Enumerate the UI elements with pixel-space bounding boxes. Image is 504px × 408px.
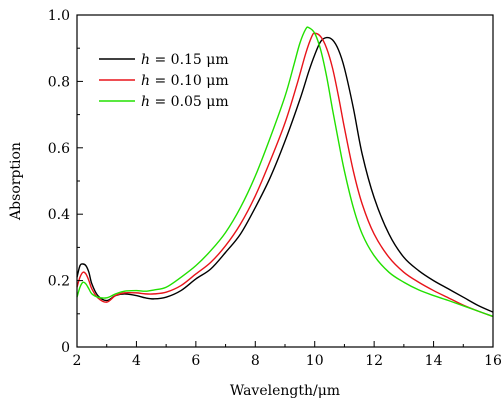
y-tick-label: 0 [61,340,70,356]
x-axis: 2 4 6 8 10 12 14 16 [73,341,502,369]
legend: h = 0.15 μm h = 0.10 μm h = 0.05 μm [99,52,229,110]
x-tick-label: 8 [251,353,260,369]
x-tick-label: 6 [191,353,200,369]
y-axis: 0 0.2 0.4 0.6 0.8 1.0 [48,8,83,356]
y-tick-label: 0.6 [48,141,70,157]
y-tick-label: 0.2 [48,274,70,290]
y-tick-label: 0.4 [48,207,70,223]
x-tick-label: 10 [306,353,324,369]
legend-label-2: h = 0.10 μm [141,73,229,89]
x-axis-title: Wavelength/μm [230,383,340,399]
series-line-2 [76,32,494,318]
series-line-3 [76,26,494,318]
x-tick-label: 12 [365,353,383,369]
plot-frame [76,14,494,348]
plot-series [76,26,494,318]
legend-label-1: h = 0.15 μm [141,52,229,68]
y-tick-label: 1.0 [48,8,70,24]
x-tick-label: 4 [132,353,141,369]
legend-label-3: h = 0.05 μm [141,94,229,110]
x-tick-label: 16 [484,353,502,369]
y-axis-title: Absorption [8,142,24,221]
y-tick-label: 0.8 [48,74,70,90]
x-tick-label: 14 [425,353,443,369]
series-line-1 [76,36,494,313]
x-tick-label: 2 [73,353,82,369]
